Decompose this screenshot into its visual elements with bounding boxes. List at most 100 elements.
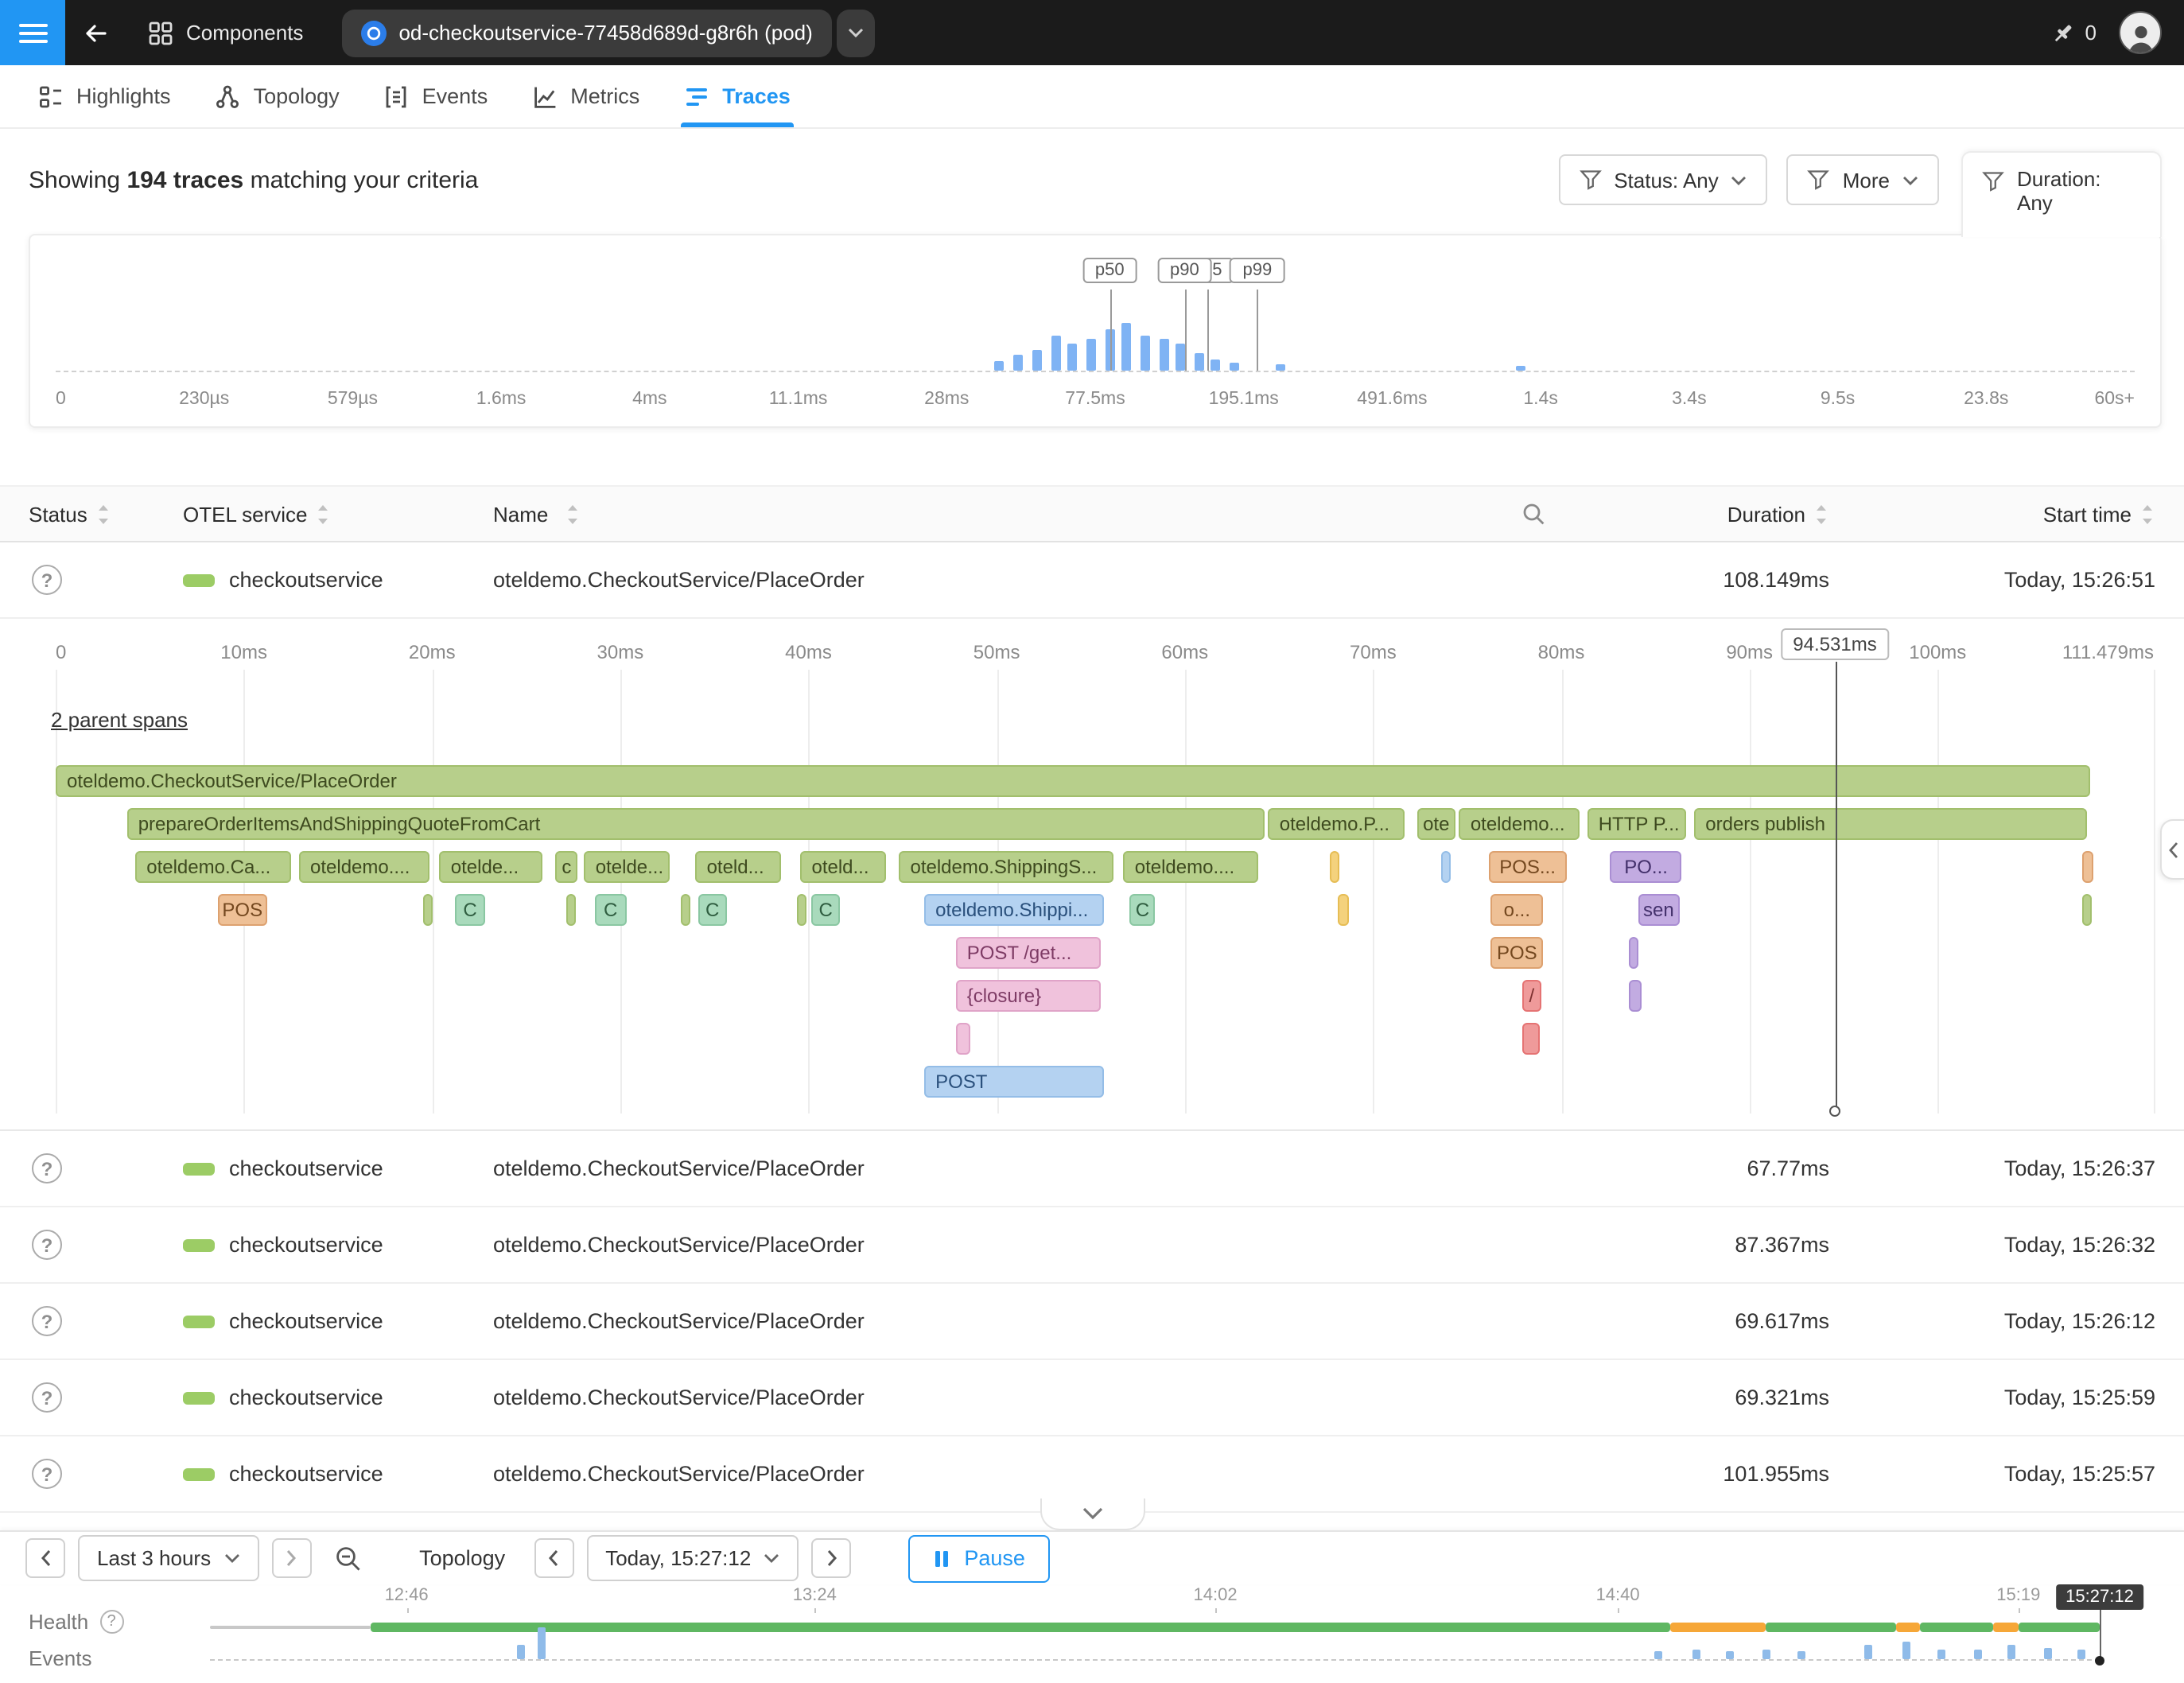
span-bar[interactable]: / [1521, 980, 1541, 1012]
sort-icon[interactable] [95, 502, 111, 526]
span-label: C [1135, 899, 1150, 921]
pod-tab-caret[interactable] [836, 9, 875, 56]
span-bar[interactable]: oteldemo.ShippingS... [899, 851, 1113, 883]
user-avatar[interactable] [2119, 11, 2162, 54]
span-bar[interactable]: oteldemo.Shippi... [924, 894, 1105, 926]
status-filter-button[interactable]: Status: Any [1558, 154, 1768, 205]
trace-row[interactable]: ? checkoutservice oteldemo.CheckoutService… [0, 1131, 2184, 1207]
span-bar[interactable] [796, 894, 806, 926]
trace-row[interactable]: ? checkoutservice oteldemo.CheckoutService… [0, 1284, 2184, 1360]
hamburger-menu-button[interactable] [0, 0, 65, 65]
sort-icon[interactable] [564, 502, 580, 526]
span-bar[interactable]: POS [1490, 937, 1544, 969]
span-bar[interactable] [1329, 851, 1340, 883]
span-bar[interactable]: PO... [1610, 851, 1682, 883]
tab-metrics[interactable]: Metrics [510, 65, 662, 127]
span-bar[interactable]: oteldemo.Ca... [135, 851, 291, 883]
tab-highlights[interactable]: Highlights [16, 65, 193, 127]
trace-duration: 101.955ms [1723, 1462, 1829, 1486]
timeline-tick-mark [1215, 1608, 1218, 1613]
column-header-status[interactable]: Status [29, 502, 183, 526]
chevron-right-icon [827, 1550, 837, 1566]
waterfall-tick-label: 70ms [1350, 641, 1397, 663]
trace-row[interactable]: ? checkoutservice oteldemo.CheckoutService… [0, 1207, 2184, 1284]
column-header-start-time[interactable]: Start time [1829, 502, 2155, 526]
span-bar[interactable]: orders publish [1694, 808, 2087, 840]
parent-spans-link[interactable]: 2 parent spans [51, 708, 188, 732]
span-bar[interactable]: prepareOrderItemsAndShippingQuoteFromCar… [126, 808, 1265, 840]
trace-row[interactable]: ? checkoutservice oteldemo.CheckoutService… [0, 1360, 2184, 1436]
health-help-icon[interactable]: ? [99, 1610, 124, 1634]
time-picker[interactable]: Today, 15:27:12 [586, 1535, 799, 1581]
span-bar[interactable]: oteldemo.... [299, 851, 429, 883]
time-prev-button[interactable] [534, 1538, 574, 1578]
more-filter-button[interactable]: More [1786, 154, 1939, 205]
duration-filter-button[interactable]: Duration: Any [1961, 151, 2162, 237]
column-header-name[interactable]: Name [493, 501, 1591, 527]
span-bar[interactable]: oteldemo.CheckoutService/PlaceOrder [56, 765, 2091, 797]
side-panel-toggle[interactable] [2160, 819, 2184, 880]
timeframe-prev-button[interactable] [25, 1538, 65, 1578]
span-bar[interactable]: c [554, 851, 578, 883]
span-bar[interactable]: {closure} [955, 980, 1101, 1012]
span-bar[interactable] [2082, 894, 2093, 926]
histogram-body[interactable]: p95p50p90p99 [56, 235, 2135, 372]
span-bar[interactable]: oteld... [695, 851, 782, 883]
span-bar[interactable]: C [810, 894, 841, 926]
column-header-service[interactable]: OTEL service [183, 502, 493, 526]
span-bar[interactable]: otelde... [439, 851, 542, 883]
tab-events[interactable]: Events [362, 65, 511, 127]
search-icon[interactable] [1521, 501, 1546, 527]
span-bar[interactable] [565, 894, 576, 926]
span-bar[interactable] [955, 1023, 971, 1055]
timeline-area[interactable]: 12:46 13:24 14:02 14:40 15:19 15:27:12 [210, 1584, 2143, 1683]
timeframe-next-button[interactable] [271, 1538, 312, 1578]
histogram-bar [1230, 363, 1240, 371]
span-bar[interactable] [1629, 980, 1642, 1012]
span-bar[interactable]: oteldemo... [1459, 808, 1580, 840]
span-bar[interactable]: POS [217, 894, 268, 926]
tab-label: Highlights [76, 84, 171, 108]
span-bar[interactable]: C [594, 894, 627, 926]
components-button[interactable]: Components [126, 0, 325, 65]
tab-topology[interactable]: Topology [193, 65, 362, 127]
span-bar[interactable]: POS... [1488, 851, 1567, 883]
span-bar[interactable] [681, 894, 691, 926]
zoom-out-button[interactable] [333, 1544, 362, 1572]
span-bar[interactable]: o... [1490, 894, 1544, 926]
span-bar[interactable]: sen [1638, 894, 1680, 926]
span-bar[interactable]: ote [1417, 808, 1455, 840]
span-bar[interactable] [1629, 937, 1639, 969]
sort-icon[interactable] [1813, 502, 1829, 526]
span-label: PO... [1624, 856, 1668, 878]
pod-tab[interactable]: od-checkoutservice-77458d689d-g8r6h (pod… [341, 9, 832, 56]
span-bar[interactable]: C [698, 894, 728, 926]
waterfall-tick-label: 40ms [785, 641, 832, 663]
span-bar[interactable]: oteldemo.P... [1268, 808, 1405, 840]
trace-row[interactable]: ? checkoutservice oteldemo.CheckoutService… [0, 1436, 2184, 1513]
span-bar[interactable]: POST /get... [955, 937, 1101, 969]
span-bar[interactable] [1337, 894, 1348, 926]
span-bar[interactable]: POST [924, 1066, 1105, 1098]
span-bar[interactable] [422, 894, 433, 926]
span-bar[interactable] [1440, 851, 1451, 883]
expand-rows-button[interactable] [1040, 1498, 1144, 1530]
time-next-button[interactable] [811, 1538, 852, 1578]
span-bar[interactable]: oteldemo.... [1123, 851, 1258, 883]
span-bar[interactable] [2082, 851, 2093, 883]
column-header-duration[interactable]: Duration [1591, 502, 1829, 526]
tab-traces[interactable]: Traces [662, 65, 813, 127]
timeframe-picker[interactable]: Last 3 hours [78, 1535, 259, 1581]
span-bar[interactable]: C [454, 894, 486, 926]
span-bar[interactable]: oteld... [800, 851, 887, 883]
pinned-items[interactable]: 0 [2050, 20, 2097, 45]
trace-row[interactable]: ? checkoutservice oteldemo.CheckoutService… [0, 542, 2184, 619]
sort-icon[interactable] [2139, 502, 2155, 526]
span-bar[interactable]: C [1129, 894, 1156, 926]
sort-icon[interactable] [316, 502, 332, 526]
span-bar[interactable]: otelde... [584, 851, 670, 883]
span-bar[interactable] [1521, 1023, 1540, 1055]
span-bar[interactable]: HTTP P... [1587, 808, 1686, 840]
back-button[interactable] [65, 20, 126, 45]
pause-button[interactable]: Pause [908, 1534, 1051, 1582]
